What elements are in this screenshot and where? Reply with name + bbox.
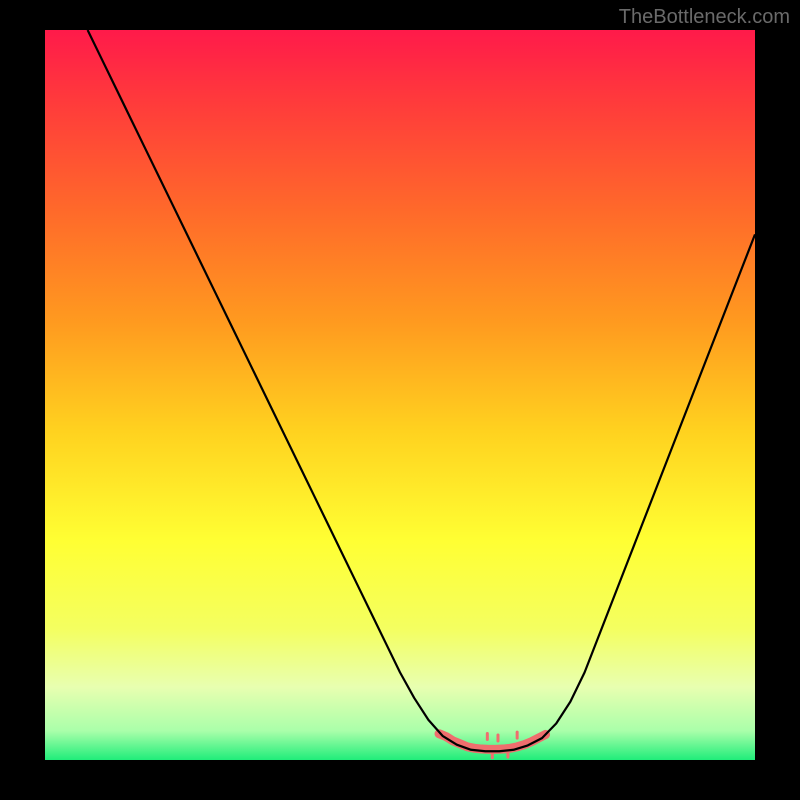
- chart-gradient-background: [45, 30, 755, 760]
- chart-plot-area: [45, 30, 755, 760]
- watermark-text: TheBottleneck.com: [619, 6, 790, 29]
- bottleneck-curve-chart: [45, 30, 755, 760]
